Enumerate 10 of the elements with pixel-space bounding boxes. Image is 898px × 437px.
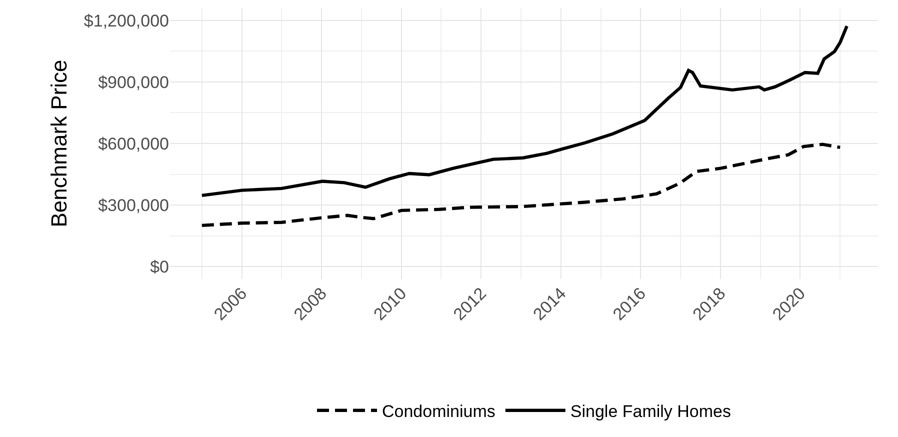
y-axis-title: Benchmark Price (46, 60, 72, 228)
legend-label: Single Family Homes (570, 402, 731, 421)
y-tick-label: $300,000 (98, 196, 169, 216)
y-tick-label: $600,000 (98, 134, 169, 154)
y-tick-label: $1,200,000 (84, 11, 169, 30)
line-series (200, 24, 848, 198)
line-series (200, 142, 842, 228)
y-tick-label: $900,000 (98, 72, 169, 92)
y-tick-label: $0 (150, 258, 169, 277)
legend-label: Condominiums (382, 402, 496, 421)
